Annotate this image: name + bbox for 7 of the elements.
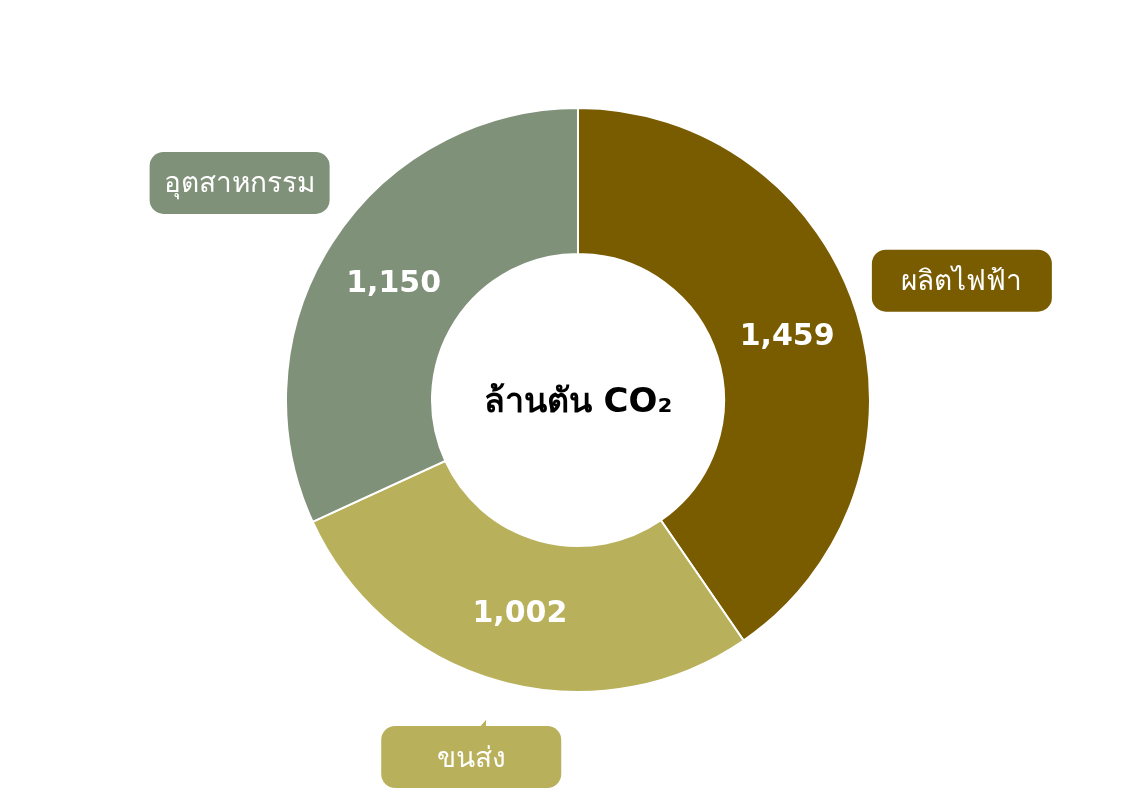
slice-label: ขนส่ง	[436, 740, 506, 774]
slice-label: ผลิตไฟฟ้า	[901, 264, 1023, 298]
slice-label: อุตสาหกรรม	[164, 166, 316, 201]
data-label: 1,459	[739, 317, 835, 353]
data-label: 1,150	[346, 264, 442, 300]
text: ล้านตัน CO₂	[483, 380, 673, 420]
data-label: 1,002	[472, 593, 568, 629]
